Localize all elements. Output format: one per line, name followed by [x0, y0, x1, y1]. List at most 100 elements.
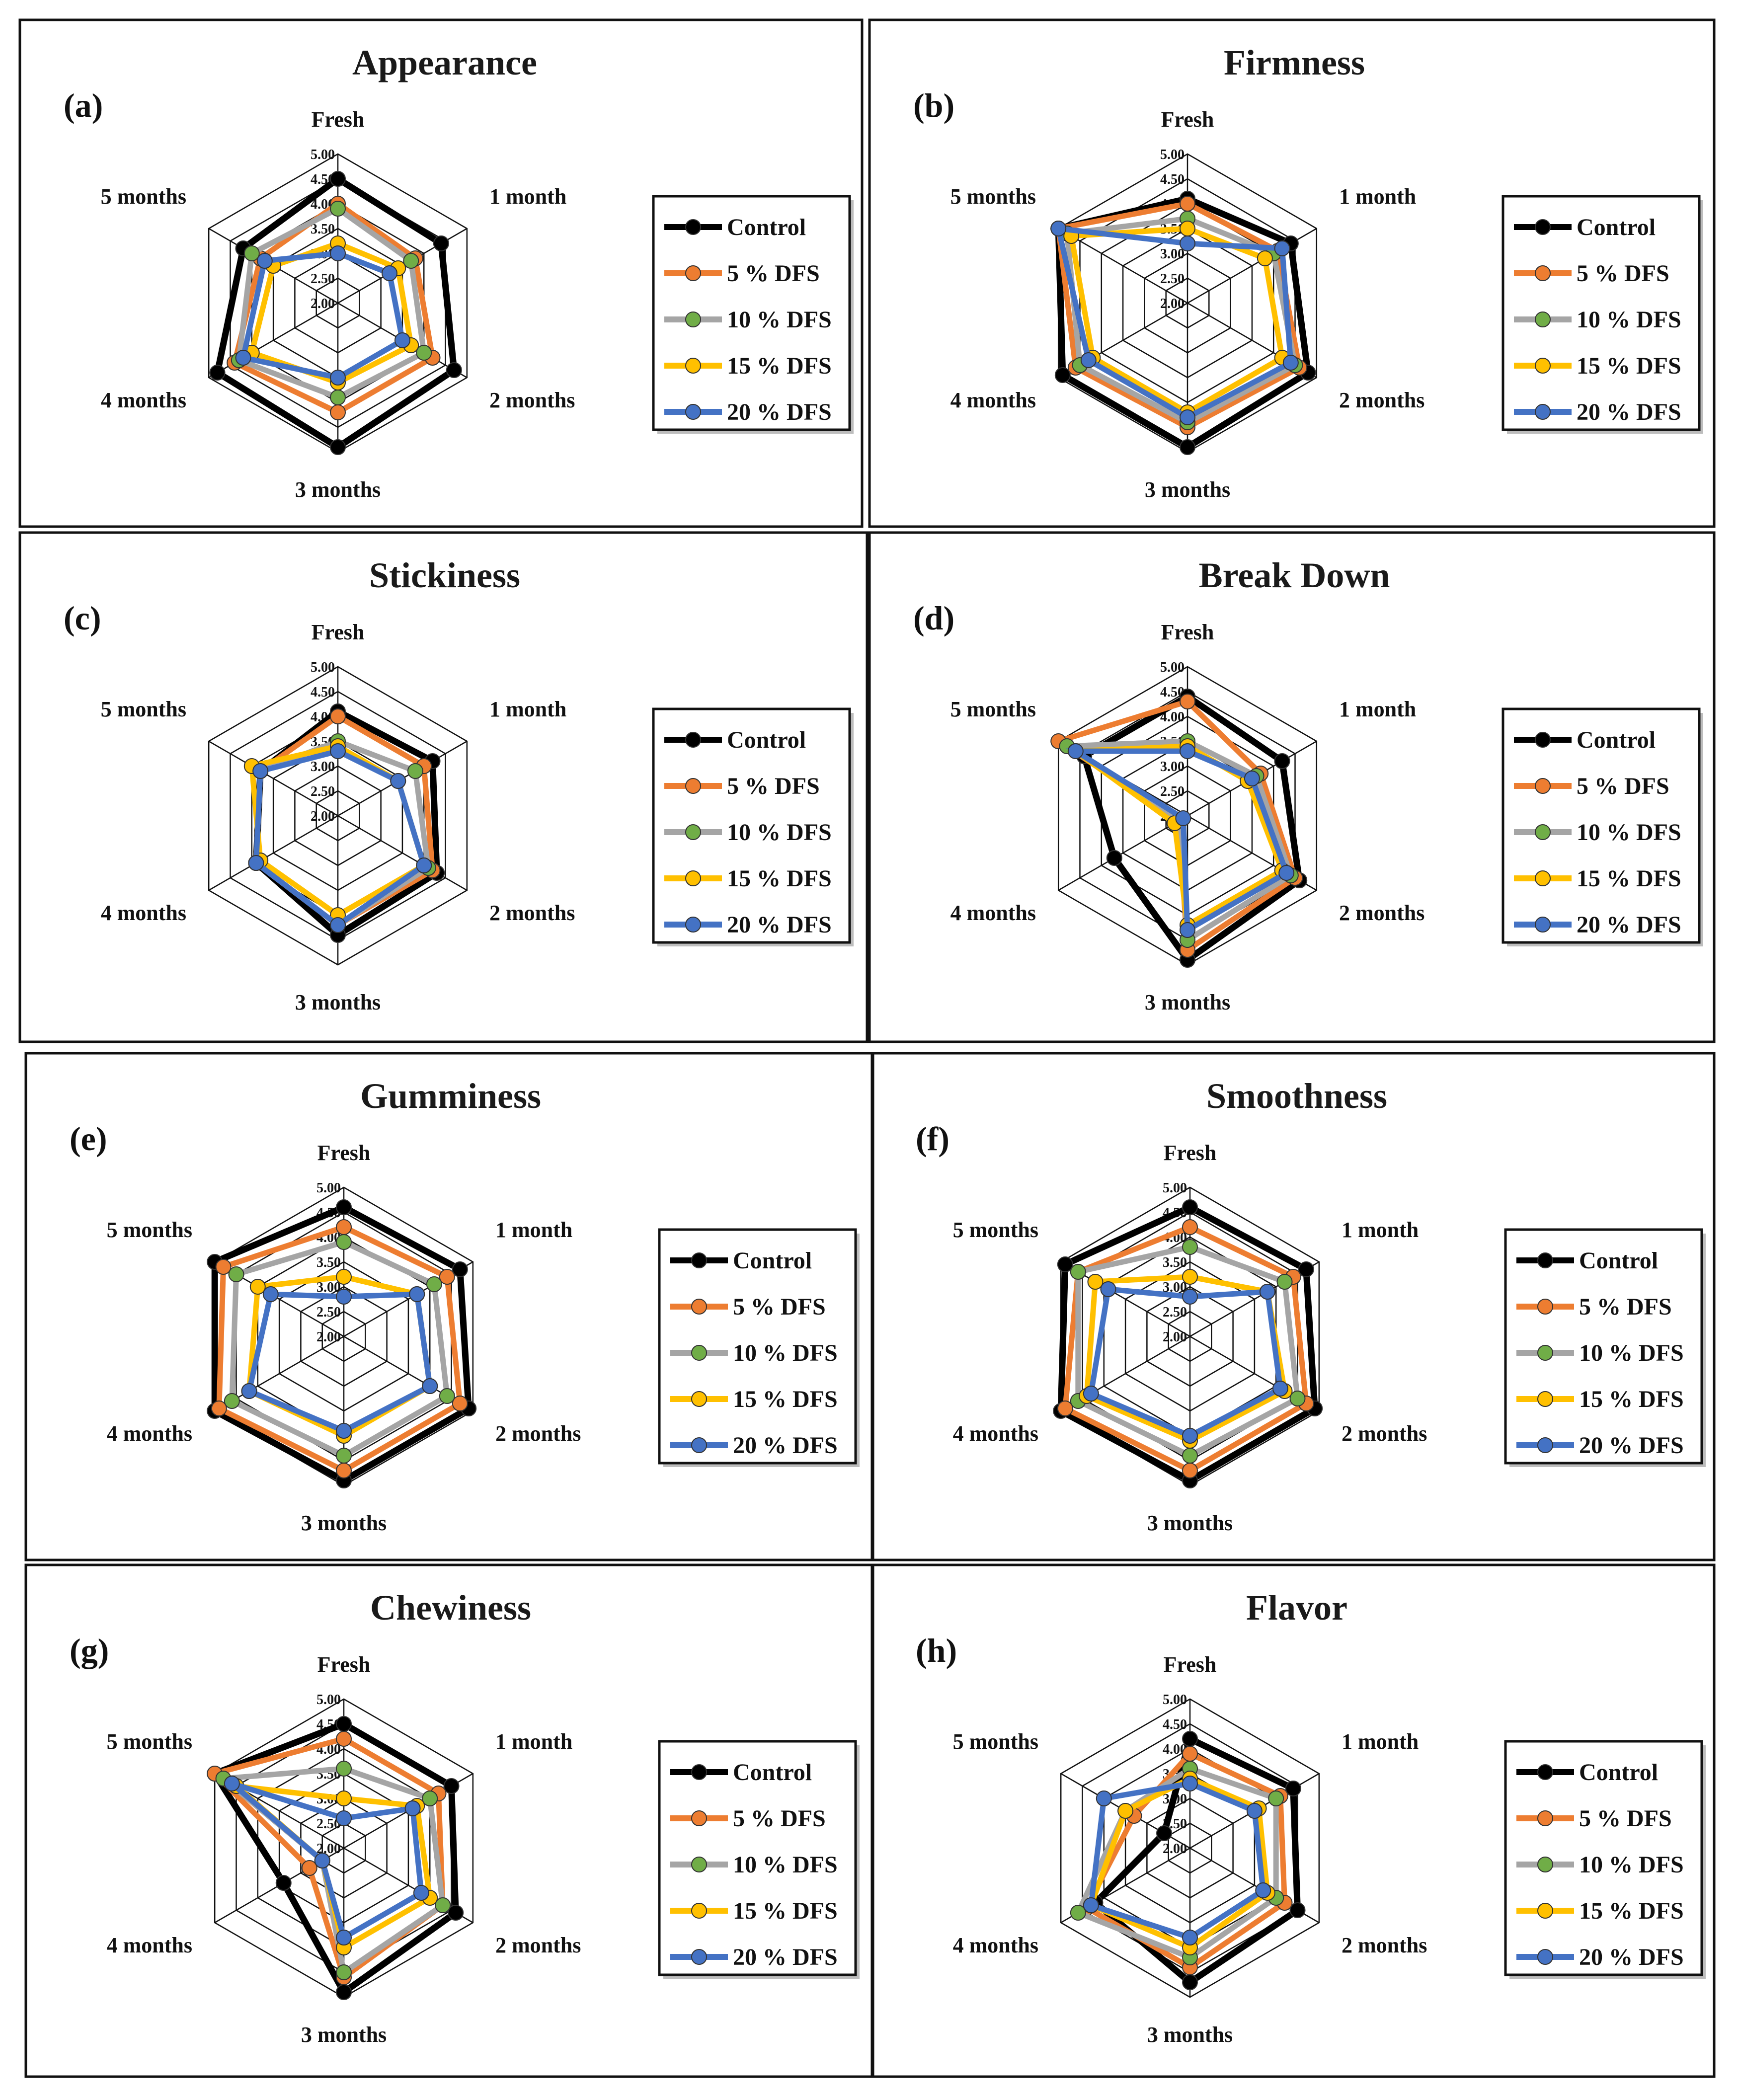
data-point — [275, 1875, 292, 1891]
data-point — [1289, 1902, 1306, 1918]
data-point — [448, 1905, 464, 1921]
legend-marker — [685, 219, 701, 235]
axis-label-3-months: 3 months — [1145, 990, 1230, 1014]
legend-marker — [1535, 732, 1551, 748]
panel-label: (a) — [64, 86, 103, 124]
axis-label-4-months: 4 months — [950, 388, 1036, 412]
data-point — [1057, 1400, 1073, 1416]
data-point — [330, 245, 346, 261]
axis-label-1-month: 1 month — [1342, 1729, 1419, 1754]
axis-label-5-months: 5 months — [953, 1729, 1038, 1754]
axis-label-fresh: Fresh — [1164, 1141, 1217, 1165]
axis-label-3-months: 3 months — [301, 2022, 387, 2047]
legend-marker — [691, 1391, 707, 1407]
data-point — [224, 1776, 240, 1791]
data-point — [336, 1423, 352, 1439]
data-point — [1285, 1781, 1301, 1796]
legend-label-10-dfs: 10 % DFS — [727, 819, 832, 846]
tick-label: 2.50 — [311, 784, 335, 799]
axis-label-fresh: Fresh — [317, 1141, 371, 1165]
data-point — [1175, 810, 1191, 826]
chart-title: Stickiness — [369, 555, 520, 595]
data-point — [1070, 1905, 1086, 1921]
legend-label-15-dfs: 15 % DFS — [1577, 353, 1681, 379]
axis-label-2-months: 2 months — [489, 901, 575, 925]
legend-marker — [691, 1345, 707, 1361]
data-point — [336, 1731, 352, 1747]
legend-label-10-dfs: 10 % DFS — [733, 1340, 838, 1366]
data-point — [336, 1984, 352, 2000]
legend-marker — [1535, 824, 1551, 840]
legend-marker — [1535, 778, 1551, 794]
legend-label-20-dfs: 20 % DFS — [727, 399, 832, 425]
series-20-dfs — [248, 743, 432, 933]
tick-label: 2.50 — [1160, 784, 1185, 799]
series-20-dfs — [1066, 743, 1295, 938]
legend-box — [1504, 1740, 1703, 1976]
legend-label-15-dfs: 15 % DFS — [1579, 1898, 1684, 1924]
legend-label-5-dfs: 5 % DFS — [1579, 1294, 1672, 1320]
data-point — [209, 365, 226, 381]
legend: Control 5 % DFS 10 % DFS 15 % DFS 20 % DFS — [652, 195, 854, 434]
data-point — [1182, 1428, 1198, 1444]
legend: Control 5 % DFS 10 % DFS 15 % DFS 20 % DFS — [658, 1740, 860, 1979]
legend-marker — [691, 1252, 707, 1268]
legend-marker — [1537, 1949, 1553, 1965]
series-control — [209, 171, 462, 455]
legend-box — [652, 195, 851, 431]
series-20-dfs — [1050, 221, 1299, 425]
legend-marker — [691, 1764, 707, 1780]
data-point — [336, 1790, 352, 1806]
data-point — [390, 773, 406, 789]
data-point — [1278, 865, 1295, 881]
data-point — [215, 1259, 232, 1275]
legend-label-control: Control — [733, 1247, 812, 1274]
data-point — [1182, 1731, 1198, 1747]
chart-title: Gumminess — [360, 1076, 541, 1116]
data-point — [1182, 1289, 1198, 1305]
data-point — [1182, 1199, 1198, 1215]
data-point — [1180, 196, 1195, 212]
axis-label-1-month: 1 month — [495, 1218, 572, 1242]
data-point — [1180, 439, 1195, 455]
legend-label-control: Control — [727, 727, 806, 753]
legend-label-control: Control — [1577, 214, 1656, 240]
tick-label: 5.00 — [1163, 1180, 1187, 1196]
tick-label: 5.00 — [1160, 147, 1185, 162]
data-point — [256, 253, 273, 269]
axis-label-5-months: 5 months — [950, 697, 1036, 721]
data-point — [416, 345, 432, 361]
legend-marker — [1535, 404, 1551, 420]
legend-marker — [1535, 358, 1551, 374]
data-point — [1083, 1897, 1099, 1913]
legend-marker — [685, 870, 701, 886]
legend-label-15-dfs: 15 % DFS — [1579, 1386, 1684, 1412]
axis-label-4-months: 4 months — [101, 388, 186, 412]
legend-label-20-dfs: 20 % DFS — [1577, 399, 1681, 425]
series-10-dfs — [224, 1234, 455, 1464]
axis-label-3-months: 3 months — [295, 477, 381, 502]
data-point — [330, 708, 346, 724]
data-point — [1096, 1790, 1112, 1806]
legend-label-20-dfs: 20 % DFS — [1579, 1944, 1684, 1970]
data-point — [1067, 743, 1084, 759]
axis-label-4-months: 4 months — [953, 1421, 1038, 1446]
panel-chewiness: Chewiness(g)2.002.503.003.504.004.505.00… — [24, 1563, 874, 2078]
panel-label: (e) — [70, 1120, 107, 1158]
tick-label: 5.00 — [311, 147, 335, 162]
axis-label-5-months: 5 months — [107, 1729, 192, 1754]
chart-title: Chewiness — [370, 1588, 531, 1628]
data-point — [1255, 1882, 1271, 1898]
panel-firmness: Firmness(b)2.002.503.003.504.004.505.00F… — [868, 18, 1716, 528]
data-point — [1180, 235, 1195, 251]
axis-label-4-months: 4 months — [107, 1421, 192, 1446]
data-point — [336, 1289, 352, 1305]
tick-label: 2.50 — [311, 271, 335, 287]
axis-spoke — [337, 815, 468, 891]
axis-label-5-months: 5 months — [107, 1218, 192, 1242]
legend-label-5-dfs: 5 % DFS — [733, 1805, 826, 1832]
legend-label-15-dfs: 15 % DFS — [733, 1386, 838, 1412]
data-point — [336, 1463, 352, 1478]
legend-marker — [685, 917, 701, 933]
axis-label-1-month: 1 month — [489, 184, 566, 209]
